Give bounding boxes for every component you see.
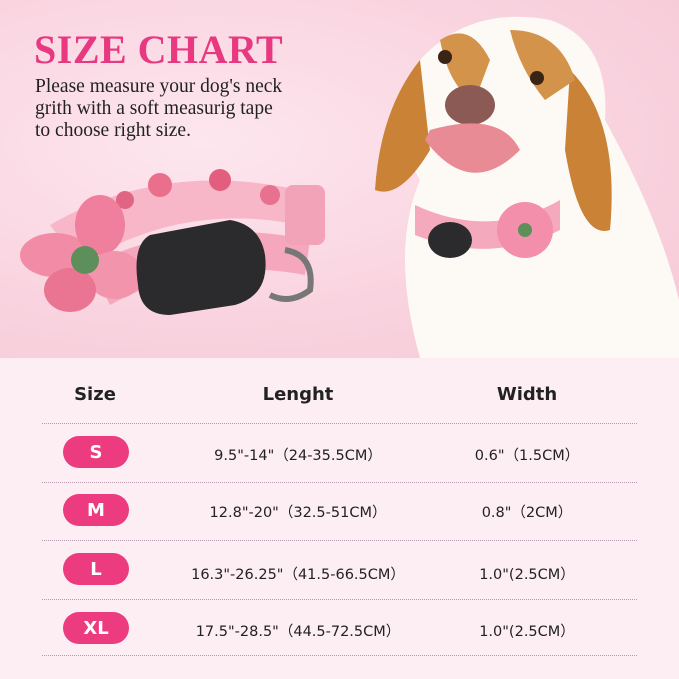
header-size: Size [74, 384, 116, 405]
length-cell: 17.5"-28.5"（44.5-72.5CM） [195, 624, 401, 640]
divider [42, 482, 637, 483]
size-badge: S [63, 436, 129, 468]
length-cell: 12.8"-20"（32.5-51CM） [209, 505, 387, 521]
width-cell: 1.0"(2.5CM） [479, 624, 575, 640]
airtag-holder [136, 220, 266, 315]
divider [42, 655, 637, 656]
length-cell: 9.5"-14"（24-35.5CM） [214, 448, 382, 464]
divider [42, 599, 637, 600]
header-width: Width [496, 384, 558, 405]
divider [42, 423, 637, 424]
description-line: to choose right size. [35, 120, 191, 141]
width-cell: 0.8"（2CM） [481, 505, 573, 521]
width-cell: 1.0"(2.5CM） [479, 567, 575, 583]
size-badge: M [63, 494, 129, 526]
collar-image [20, 169, 325, 315]
width-cell: 0.6"（1.5CM） [474, 448, 580, 464]
header-length: Lenght [262, 384, 334, 405]
description: Please measure your dog's neck grith wit… [35, 76, 355, 142]
divider [42, 540, 637, 541]
page-title: SIZE CHART [34, 27, 284, 72]
dog-image [375, 16, 679, 358]
description-line: Please measure your dog's neck [35, 76, 283, 97]
flower-bow [20, 195, 143, 312]
description-line: grith with a soft measurig tape [35, 98, 273, 119]
size-badge: L [63, 553, 129, 585]
length-cell: 16.3"-26.25"（41.5-66.5CM） [191, 567, 405, 583]
size-badge: XL [63, 612, 129, 644]
